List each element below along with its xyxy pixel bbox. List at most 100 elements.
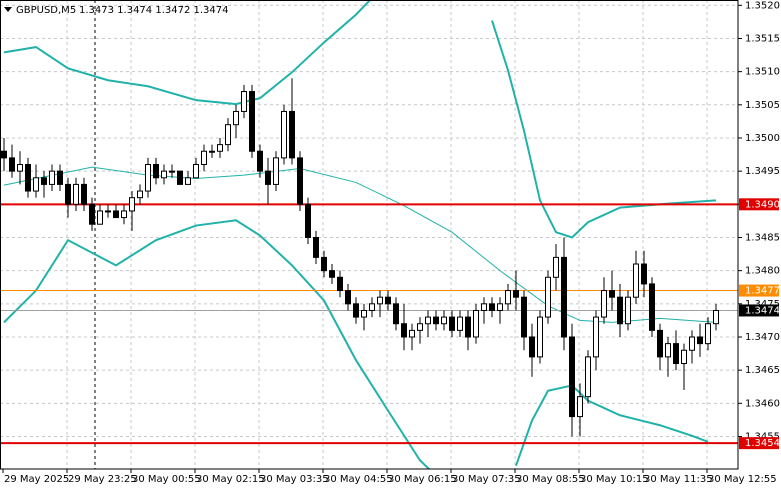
candle-body	[641, 263, 647, 285]
level-label-box	[739, 284, 779, 297]
candle-body	[273, 157, 279, 185]
candle-body	[545, 276, 551, 318]
candle-body	[241, 91, 247, 112]
plot-border	[0, 0, 739, 470]
candle-body	[577, 396, 583, 418]
level-label: 1.3477	[745, 286, 780, 297]
candle-body	[97, 210, 103, 225]
candle-body	[1, 150, 7, 159]
candle-body	[329, 270, 335, 278]
y-tick-label: 1.3485	[745, 232, 780, 243]
y-tick-label: 1.3495	[745, 166, 780, 177]
x-tick-label: 29 May 23:25	[68, 474, 137, 485]
candle-body	[65, 183, 71, 205]
candle-body	[385, 296, 391, 305]
y-tick-label: 1.3460	[745, 398, 780, 409]
candle-body	[209, 150, 215, 153]
candle-body	[33, 177, 39, 192]
candle-body	[233, 110, 239, 126]
candle-body	[169, 170, 175, 173]
candle-body	[521, 296, 527, 338]
candle-body	[505, 290, 511, 305]
candle-body	[473, 309, 479, 338]
candle-body	[361, 309, 367, 318]
candle-body	[177, 170, 183, 185]
candle-body	[345, 290, 351, 305]
candle-body	[585, 356, 591, 398]
candle-body	[257, 150, 263, 172]
x-tick-label: 30 May 10:15	[580, 474, 649, 485]
y-tick-label: 1.3505	[745, 100, 780, 111]
y-tick-label: 1.3510	[745, 67, 780, 78]
candle-body	[601, 290, 607, 318]
x-tick-label: 30 May 02:15	[196, 474, 265, 485]
candle-body	[513, 290, 519, 298]
candle-body	[649, 283, 655, 331]
candle-body	[89, 203, 95, 225]
candle-body	[489, 303, 495, 311]
candle-body	[497, 303, 503, 311]
candle-body	[337, 276, 343, 292]
candle-body	[457, 316, 463, 331]
candle-body	[129, 197, 135, 212]
y-tick-label: 1.3515	[745, 33, 780, 44]
candle-body	[657, 329, 663, 358]
candle-body	[265, 170, 271, 185]
x-tick-label: 30 May 07:35	[452, 474, 521, 485]
candle-body	[145, 164, 151, 192]
candle-body	[25, 164, 31, 192]
candle-body	[417, 323, 423, 331]
candle-body	[193, 164, 199, 179]
candle-body	[689, 336, 695, 351]
symbol: GBPUSD,M5	[16, 5, 76, 16]
y-tick-label: 1.3470	[745, 332, 780, 343]
candle-body	[321, 256, 327, 272]
band-line	[3, 0, 717, 239]
candle-body	[313, 236, 319, 258]
candle-body	[281, 110, 287, 159]
candle-body	[433, 316, 439, 325]
candle-body	[633, 263, 639, 298]
candle-body	[105, 210, 111, 213]
candle-body	[217, 144, 223, 152]
y-tick-label: 1.3500	[745, 133, 780, 144]
candle-body	[201, 150, 207, 166]
level-label-box	[739, 304, 779, 317]
candle-body	[441, 316, 447, 325]
level-label: 1.3454	[745, 438, 780, 449]
level-label-box	[739, 437, 779, 450]
ohlc-info: 1.3473 1.3474 1.3472 1.3474	[79, 5, 229, 16]
candle-body	[425, 316, 431, 325]
candle-body	[665, 343, 671, 358]
candle-body	[537, 316, 543, 358]
candle-body	[81, 183, 87, 205]
level-label: 1.3474	[745, 305, 780, 316]
x-tick-label: 30 May 08:55	[516, 474, 585, 485]
level-label: 1.3490	[745, 199, 780, 210]
candle-body	[121, 210, 127, 219]
candle-body	[41, 177, 47, 185]
x-tick-label: 30 May 12:55	[708, 474, 777, 485]
candle-body	[113, 210, 119, 219]
candle-body	[465, 316, 471, 338]
candle-body	[553, 256, 559, 278]
candle-body	[73, 183, 79, 205]
candle-body	[369, 303, 375, 311]
candle-body	[593, 316, 599, 358]
candle-body	[9, 157, 15, 172]
candle-body	[481, 303, 487, 311]
level-label-box	[739, 198, 779, 211]
candle-body	[569, 336, 575, 418]
x-tick-label: 30 May 06:15	[388, 474, 457, 485]
candle-body	[249, 91, 255, 152]
candle-body	[713, 309, 719, 325]
candle-body	[393, 303, 399, 325]
candle-body	[609, 290, 615, 298]
menu-arrow[interactable]	[4, 7, 12, 12]
candle-body	[57, 170, 63, 185]
candle-body	[401, 323, 407, 338]
y-tick-label: 1.3520	[745, 0, 780, 11]
candle-body	[17, 164, 23, 172]
